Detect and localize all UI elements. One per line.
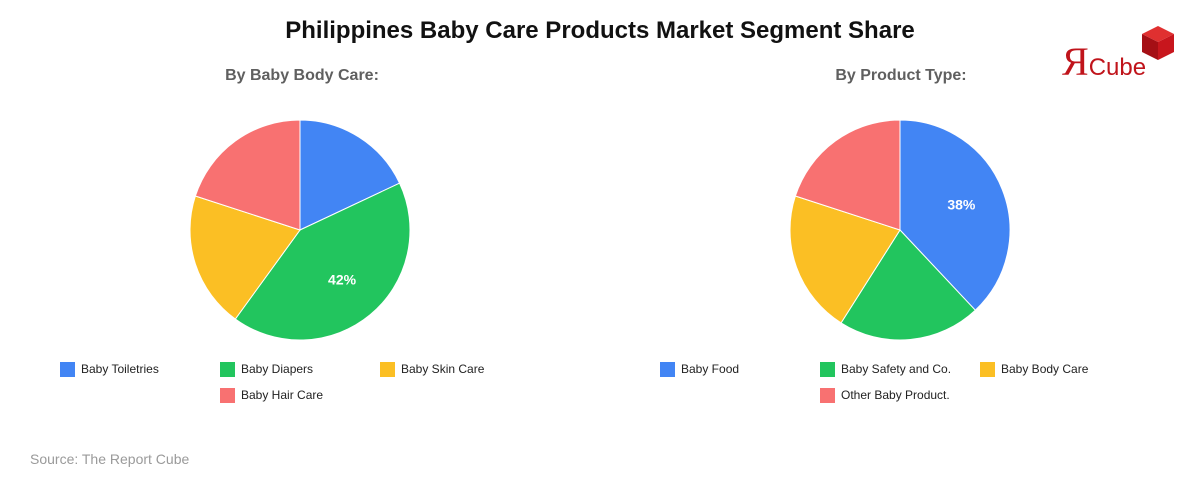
legend-item-baby-diapers: Baby Diapers [220, 361, 313, 377]
legend-swatch [820, 387, 835, 403]
legend-swatch [980, 361, 995, 377]
legend-item-baby-toiletries: Baby Toiletries [60, 361, 159, 377]
source-note: Source: The Report Cube [30, 451, 190, 467]
chart-title: By Product Type: [835, 67, 967, 84]
legend-label: Baby Skin Care [401, 362, 485, 376]
legend-item-baby-skin-care: Baby Skin Care [380, 361, 484, 377]
pie-slice-baby-safety-and-co [840, 229, 977, 341]
legend-label: Baby Toiletries [81, 362, 159, 376]
main-title: Philippines Baby Care Products Market Se… [285, 17, 915, 44]
logo-text: ЯCube [1062, 39, 1147, 84]
pie-slice-baby-food [899, 119, 1011, 311]
legend-label: Baby Body Care [1001, 362, 1089, 376]
pie-chart-baby-body-care: By Baby Body Care: 42% Baby Toiletries Ba… [0, 60, 600, 420]
legend-swatch [380, 361, 395, 377]
legend-swatch [220, 387, 235, 403]
pie-slice-other-baby-product [794, 119, 901, 231]
data-label-baby-food: 38% [947, 196, 976, 212]
legend-swatch [220, 361, 235, 377]
legend-label: Baby Food [681, 362, 740, 376]
data-label-baby-diapers: 42% [328, 272, 357, 288]
legend-swatch [60, 361, 75, 377]
pie-slice-baby-hair-care [194, 119, 301, 231]
legend-item-baby-body-care: Baby Body Care [980, 361, 1088, 377]
pie-chart-product-type: By Product Type: 38% Baby Food Baby Safet… [600, 60, 1200, 420]
legend-label: Baby Hair Care [241, 388, 324, 402]
legend-label: Baby Safety and Co. [841, 362, 952, 376]
pie-slice-baby-skin-care [189, 195, 301, 320]
chart-title: By Baby Body Care: [225, 67, 379, 84]
legend-item-baby-hair-care: Baby Hair Care [220, 387, 323, 403]
report-cube-logo: ЯCube [1060, 24, 1185, 84]
pie-slice-baby-body-care [789, 195, 901, 324]
cube-icon [1142, 26, 1174, 60]
legend-label: Other Baby Product. [841, 388, 950, 402]
pie-slice-baby-toiletries [299, 119, 401, 231]
legend-swatch [660, 361, 675, 377]
pie-slice-baby-diapers [234, 182, 411, 341]
pie-svg: 42% [189, 119, 411, 341]
legend-label: Baby Diapers [241, 362, 314, 376]
legend-item-baby-safety-and-co: Baby Safety and Co. [820, 361, 951, 377]
legend-item-other-baby-product: Other Baby Product. [820, 387, 950, 403]
legend-swatch [820, 361, 835, 377]
legend-item-baby-food: Baby Food [660, 361, 739, 377]
pie-svg: 38% [789, 119, 1011, 341]
